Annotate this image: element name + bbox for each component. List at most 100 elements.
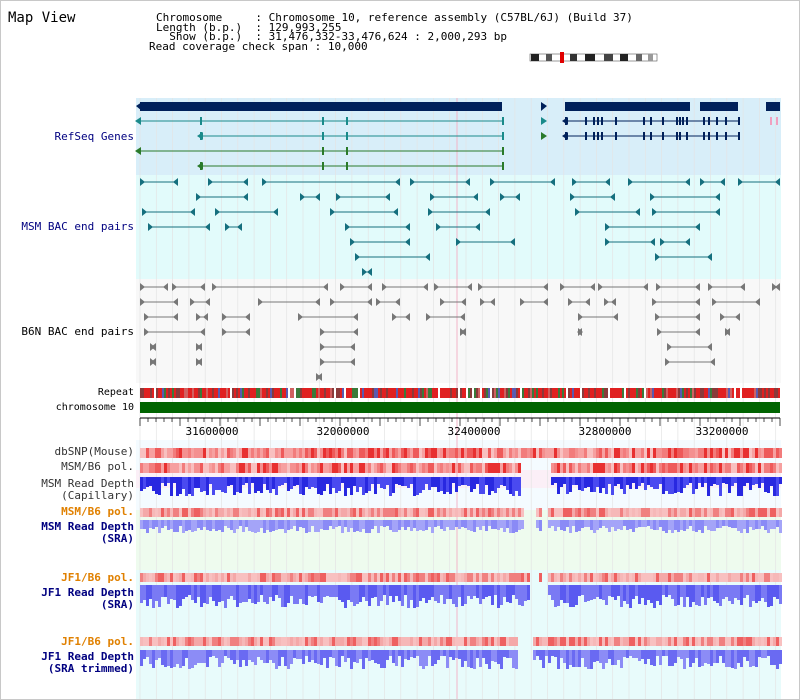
- heat-cell: [659, 637, 662, 646]
- heat-cell: [587, 637, 590, 646]
- jf1-depth-sra-label-1: JF1 Read Depth: [41, 586, 134, 599]
- repeat-segment: [380, 388, 382, 398]
- b6n-bac-end: [382, 283, 387, 291]
- depth-bar: [272, 585, 275, 601]
- heat-cell: [152, 448, 155, 458]
- repeat-segment: [372, 388, 374, 398]
- heat-cell: [389, 637, 392, 646]
- depth-bar: [305, 520, 308, 533]
- gene-arrow: [136, 102, 142, 111]
- heat-cell: [293, 637, 296, 646]
- heat-cell: [623, 573, 626, 582]
- heat-cell: [527, 448, 530, 458]
- heat-cell: [548, 637, 551, 646]
- heat-cell: [410, 637, 413, 646]
- heat-cell: [320, 463, 323, 473]
- heat-cell: [644, 637, 647, 646]
- heat-cell: [506, 573, 509, 582]
- heat-cell: [524, 448, 527, 458]
- heat-cell: [617, 573, 620, 582]
- depth-bar: [464, 650, 467, 661]
- depth-bar: [572, 477, 575, 485]
- heat-cell: [422, 508, 425, 517]
- heat-cell: [683, 573, 686, 582]
- depth-bar: [575, 477, 578, 485]
- refseq-track-label[interactable]: RefSeq Genes: [54, 130, 134, 143]
- heat-cell: [428, 463, 431, 473]
- b6n-bac-track-label[interactable]: B6N BAC end pairs: [21, 325, 134, 338]
- repeat-segment: [624, 388, 626, 398]
- heat-cell: [476, 508, 479, 517]
- msm-bac-end-pairs[interactable]: [140, 178, 780, 276]
- repeat-track: [140, 388, 780, 398]
- heat-cell: [545, 637, 548, 646]
- heat-cell: [194, 463, 197, 473]
- depth-bar: [386, 520, 389, 526]
- heat-cell: [275, 573, 278, 582]
- heat-cell: [629, 573, 632, 582]
- depth-bar: [512, 585, 515, 595]
- msm-bac-track-label[interactable]: MSM BAC end pairs: [21, 220, 134, 233]
- heat-cell: [191, 637, 194, 646]
- heat-cell: [584, 573, 587, 582]
- heat-cell: [416, 573, 419, 582]
- heat-cell: [410, 448, 413, 458]
- heat-cell: [752, 508, 755, 517]
- repeat-segment: [658, 388, 660, 398]
- depth-bar: [224, 477, 227, 493]
- depth-bar: [299, 520, 302, 527]
- heat-cell: [713, 508, 716, 517]
- depth-bar: [680, 585, 683, 597]
- heat-cell: [485, 463, 488, 473]
- heat-cell: [194, 573, 197, 582]
- heat-cell: [743, 637, 746, 646]
- heat-cell: [617, 463, 620, 473]
- gene-block: [700, 102, 738, 111]
- heat-cell: [488, 637, 491, 646]
- depth-bar: [299, 477, 302, 494]
- heat-cell: [743, 463, 746, 473]
- heat-cell: [692, 637, 695, 646]
- heat-cell: [149, 463, 152, 473]
- heat-cell: [164, 637, 167, 646]
- msm-bac-end: [262, 178, 267, 186]
- depth-bar: [593, 520, 596, 533]
- repeat-segment: [264, 388, 266, 398]
- depth-bar: [515, 585, 518, 599]
- repeat-segment: [296, 388, 298, 398]
- heat-cell: [191, 463, 194, 473]
- repeat-segment: [298, 388, 300, 398]
- depth-bar: [659, 477, 662, 484]
- repeat-segment: [494, 388, 496, 398]
- heat-cell: [287, 463, 290, 473]
- repeat-segment: [158, 388, 160, 398]
- heat-cell: [254, 448, 257, 458]
- depth-bar: [644, 650, 647, 664]
- msm-bac-end: [570, 193, 575, 201]
- depth-bar: [416, 585, 419, 607]
- repeat-segment: [182, 388, 184, 398]
- depth-bar: [149, 520, 152, 528]
- gene-arrow: [562, 117, 568, 125]
- b6n-bac-end-pairs[interactable]: [140, 283, 780, 381]
- heat-cell: [746, 463, 749, 473]
- heat-cell: [713, 448, 716, 458]
- repeat-segment: [656, 388, 658, 398]
- b6n-bac-end: [203, 313, 208, 321]
- heat-cell: [356, 508, 359, 517]
- depth-bar: [596, 650, 599, 661]
- heat-cell: [185, 637, 188, 646]
- heat-cell: [386, 637, 389, 646]
- heat-cell: [719, 463, 722, 473]
- heat-cell: [551, 508, 554, 517]
- depth-bar: [362, 585, 365, 597]
- depth-bar: [347, 585, 350, 600]
- heat-cell: [770, 637, 773, 646]
- depth-bar: [575, 585, 578, 605]
- refseq-gene-models[interactable]: [135, 102, 780, 170]
- heat-cell: [407, 508, 410, 517]
- depth-bar: [287, 477, 290, 491]
- depth-bar: [368, 477, 371, 491]
- heat-cell: [524, 573, 527, 582]
